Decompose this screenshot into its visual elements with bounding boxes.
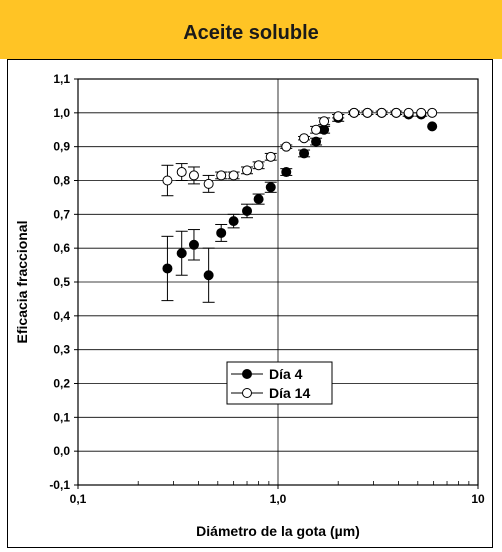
x-tick-label: 1,0 [270, 492, 287, 506]
data-point-dia-14 [299, 133, 310, 144]
data-point-dia-14 [203, 178, 214, 189]
data-point-dia-14 [319, 116, 330, 127]
chart-title: Aceite soluble [183, 22, 319, 44]
y-tick-label: -0,1 [49, 478, 70, 492]
data-point-dia-14 [333, 111, 344, 122]
data-point-dia-4 [253, 194, 264, 205]
data-point-dia-4 [281, 167, 292, 178]
chart-frame [7, 59, 493, 548]
y-tick-label: 0,1 [53, 410, 70, 424]
data-point-dia-14 [427, 107, 438, 118]
data-point-dia-14 [311, 124, 322, 135]
title-bar: Aceite soluble [0, 0, 502, 59]
legend-marker-dia-14 [242, 388, 252, 398]
legend-marker-dia-4 [242, 369, 252, 379]
data-point-dia-4 [427, 121, 438, 132]
data-point-dia-14 [242, 165, 253, 176]
data-point-dia-14 [391, 107, 402, 118]
y-tick-label: 0,3 [53, 343, 70, 357]
x-axis-title: Diámetro de la gota (µm) [196, 523, 360, 539]
y-tick-label: 1,0 [53, 106, 70, 120]
data-point-dia-14 [349, 107, 360, 118]
data-point-dia-14 [416, 107, 427, 118]
data-point-dia-14 [162, 175, 173, 186]
y-tick-label: 0,8 [53, 174, 70, 188]
x-tick-label: 10 [471, 492, 485, 506]
data-point-dia-4 [228, 216, 239, 227]
data-point-dia-14 [188, 170, 199, 181]
data-point-dia-14 [281, 141, 292, 152]
x-tick-label: 0,1 [70, 492, 87, 506]
data-point-dia-4 [162, 263, 173, 274]
data-point-dia-14 [253, 160, 264, 171]
data-point-dia-4 [299, 148, 310, 159]
y-tick-label: 1,1 [53, 72, 70, 86]
y-axis-title: Eficacia fraccional [14, 221, 30, 344]
y-tick-label: 0,2 [53, 377, 70, 391]
data-point-dia-4 [176, 248, 187, 259]
data-point-dia-14 [403, 107, 414, 118]
legend-label: Día 14 [269, 385, 310, 401]
data-point-dia-4 [242, 205, 253, 216]
data-point-dia-14 [265, 151, 276, 162]
data-point-dia-14 [228, 170, 239, 181]
data-point-dia-4 [188, 239, 199, 250]
data-point-dia-14 [376, 107, 387, 118]
y-tick-label: 0,0 [53, 444, 70, 458]
data-point-dia-4 [203, 270, 214, 281]
data-point-dia-14 [362, 107, 373, 118]
legend-label: Día 4 [269, 366, 303, 382]
y-tick-label: 0,7 [53, 207, 70, 221]
data-point-dia-4 [216, 227, 227, 238]
data-point-dia-14 [176, 167, 187, 178]
data-point-dia-4 [311, 136, 322, 147]
y-tick-label: 0,4 [53, 309, 70, 323]
data-point-dia-4 [265, 182, 276, 193]
data-point-dia-14 [216, 170, 227, 181]
y-tick-label: 0,9 [53, 140, 70, 154]
y-tick-label: 0,5 [53, 275, 70, 289]
y-tick-label: 0,6 [53, 241, 70, 255]
